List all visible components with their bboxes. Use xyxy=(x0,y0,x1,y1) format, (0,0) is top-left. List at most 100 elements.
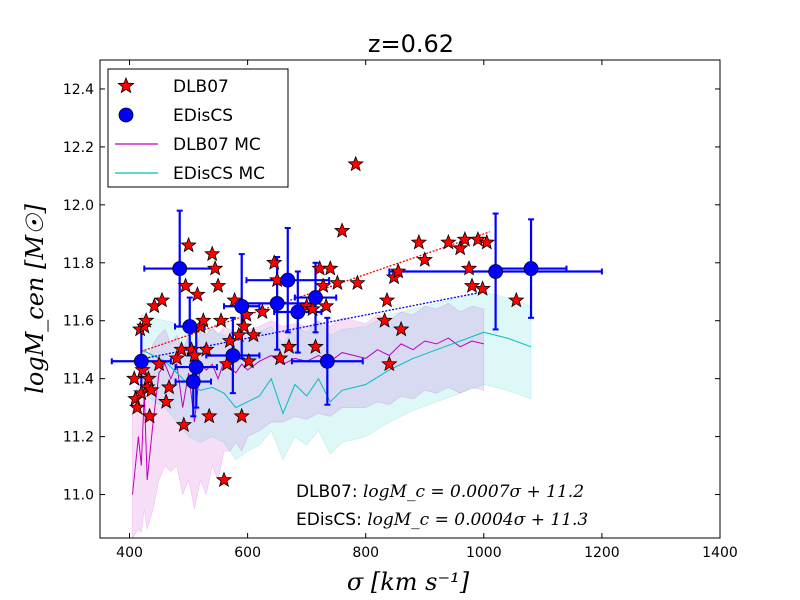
legend-label: EDisCS xyxy=(173,106,233,126)
dlb07-point xyxy=(329,274,346,290)
dlb07-point xyxy=(304,300,321,317)
dlb07-point xyxy=(376,312,393,328)
ediscs-point xyxy=(290,304,306,320)
dlb07-point xyxy=(469,230,487,247)
ediscs-point xyxy=(488,264,504,279)
ediscs-mc-band xyxy=(141,291,532,461)
dlb07-point xyxy=(271,349,289,366)
legend-label: DLB07 xyxy=(173,77,229,97)
fit-lines xyxy=(141,231,490,360)
dlb07-point xyxy=(189,286,206,302)
dlb07-point xyxy=(322,259,339,276)
ediscs-point xyxy=(182,319,198,334)
y-tick-label: 12.2 xyxy=(63,140,94,156)
dlb07-point xyxy=(266,254,283,270)
ediscs-point xyxy=(172,261,188,276)
dlb07-point xyxy=(143,381,160,398)
annotation-dlb07: DLB07: logM_c = 0.0007σ + 11.2 xyxy=(296,482,584,502)
dlb07-point xyxy=(137,312,155,328)
dlb07-point xyxy=(416,251,433,267)
ediscs-point xyxy=(523,261,539,276)
dlb07-point xyxy=(168,349,185,366)
dlb07-point xyxy=(180,236,197,253)
dlb07-point xyxy=(349,274,366,290)
dlb07-point xyxy=(140,370,157,386)
y-tick-label: 11.2 xyxy=(63,430,94,446)
legend-box xyxy=(107,68,289,188)
dlb07-point xyxy=(254,303,271,320)
x-tick-label: 1200 xyxy=(584,545,620,561)
y-tick-label: 11.4 xyxy=(63,372,94,388)
x-tick-label: 400 xyxy=(116,545,143,561)
ediscs-point xyxy=(225,348,241,363)
dlb07-point xyxy=(235,317,253,334)
dlb07-point xyxy=(160,378,178,395)
fit-annotations: DLB07: logM_c = 0.0007σ + 11.2 EDisCS: l… xyxy=(296,482,588,530)
dlb07-point xyxy=(463,277,481,293)
y-tick-label: 11.6 xyxy=(63,314,94,330)
ediscs-point xyxy=(319,353,335,369)
ediscs-point xyxy=(133,353,149,369)
x-tick-label: 1400 xyxy=(702,545,738,561)
legend-circle-marker xyxy=(118,107,134,123)
dlb07-point xyxy=(141,407,158,424)
dlb07-point xyxy=(440,233,457,250)
annotation-ediscs-label: EDisCS: xyxy=(296,510,367,530)
ediscs-point xyxy=(234,298,250,314)
plot-frame xyxy=(99,59,721,539)
annotation-ediscs-formula: logM_c = 0.0004σ + 11.3 xyxy=(367,510,588,530)
dlb07-point xyxy=(126,370,143,386)
dlb07-point xyxy=(226,291,243,308)
dlb07-point xyxy=(201,407,218,424)
dlb07-point xyxy=(157,393,175,409)
dlb07-point xyxy=(195,312,212,328)
dlb07-point xyxy=(474,280,491,296)
dlb07-point xyxy=(209,277,227,293)
dlb07-point xyxy=(204,245,221,262)
dlb07-point xyxy=(460,259,478,276)
y-axis-label: logM_cen [M☉] xyxy=(21,204,49,394)
ediscs-points xyxy=(133,261,539,389)
y-tick-label: 12.4 xyxy=(63,82,94,98)
ediscs-point xyxy=(188,359,204,375)
dlb07-point xyxy=(186,346,203,363)
dlb07-point xyxy=(134,361,151,377)
dlb07-point xyxy=(390,262,407,279)
ediscs-point xyxy=(308,290,323,305)
x-axis-label: σ [km s⁻¹] xyxy=(347,568,470,596)
dlb07-point xyxy=(198,341,215,357)
ediscs-point xyxy=(185,374,201,389)
dlb07-point xyxy=(280,338,298,354)
dlb07-point xyxy=(508,291,525,308)
annotation-dlb07-formula: logM_c = 0.0007σ + 11.2 xyxy=(363,482,584,502)
dlb07-point xyxy=(347,155,364,172)
ediscs-mc-line xyxy=(141,331,532,415)
dlb07-point xyxy=(177,277,194,293)
dlb07-point xyxy=(240,352,257,369)
legend-label: EDisCS MC xyxy=(173,164,265,184)
dlb07-point xyxy=(378,291,396,308)
dlb07-point xyxy=(212,312,230,328)
dlb07-point xyxy=(410,233,428,250)
dlb07-point xyxy=(392,320,410,337)
y-tick-label: 12.0 xyxy=(63,198,94,214)
dlb07-point xyxy=(317,297,335,314)
x-tick-label: 1000 xyxy=(466,545,502,561)
dlb07-point xyxy=(478,233,495,250)
ediscs-fit-line xyxy=(141,291,484,360)
dlb07-point xyxy=(206,259,224,276)
dlb07-point xyxy=(230,326,247,343)
y-tick-label: 11.8 xyxy=(63,256,94,272)
dlb07-point xyxy=(150,355,168,372)
dlb07-point xyxy=(315,277,332,293)
dlb07-point xyxy=(175,416,193,433)
ediscs-point xyxy=(280,272,296,288)
chart-title: z=0.62 xyxy=(368,30,454,58)
dlb07-point xyxy=(381,355,398,372)
dlb07-point xyxy=(333,222,351,238)
dlb07-point xyxy=(307,338,324,354)
axis-ticks: 400 600 800 1000 1200 1400 11.0 11.2 11.4 11.6 11.… xyxy=(63,60,738,561)
legend: DLB07 EDisCS DLB07 MC EDisCS MC xyxy=(107,68,289,188)
dlb07-point xyxy=(452,239,469,256)
